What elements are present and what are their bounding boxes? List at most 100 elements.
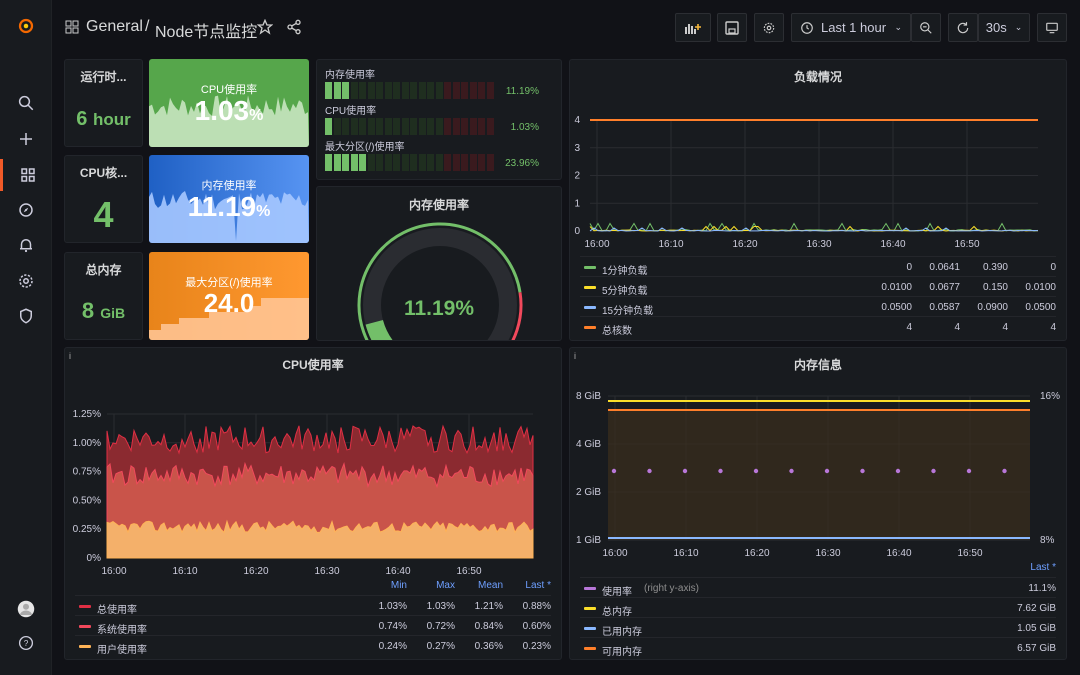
bar-gauge-cell [478,82,485,99]
chevron-down-icon: ⌄ [1014,22,1023,32]
bar-gauge-cell [401,118,409,135]
search-icon[interactable] [0,87,52,119]
y-axis-tick: 4 GiB [576,439,601,450]
x-axis-tick: 16:10 [658,239,683,250]
bar-gauge-cell [359,118,366,135]
legend-row[interactable]: 已用内存 1.05 GiB [580,617,1056,638]
legend-row[interactable]: 用户使用率 0.23% 0.36% 0.27% 0.24% [75,635,551,656]
save-button[interactable] [717,13,747,42]
bar-gauge-label: CPU使用率 [325,106,377,117]
legend-value: 0.74% [378,621,407,632]
gear-icon[interactable] [0,265,52,297]
cpu-timeseries-panel[interactable]: i CPU使用率 1.25% 1.00% 0.75% 0.50% 0.25% 0% 16:0… [64,347,562,660]
y-axis-tick: 8 GiB [576,391,601,402]
time-range-label: Last 1 hour [821,20,887,35]
legend-value: 0.88% [522,601,551,612]
explore-icon[interactable] [0,194,52,226]
gear-icon [763,22,775,33]
dashboard-title[interactable]: Node节点监控 [155,24,258,41]
legend-value: 1.21% [474,601,503,612]
legend-value: 0 [1050,262,1056,273]
bar-gauge-cell [325,154,332,171]
legend-value: 0.0100 [881,282,912,293]
bar-gauge-cell [435,82,443,99]
y-axis-tick: 0 [574,226,580,237]
usage-point [1002,468,1007,474]
legend-column-header[interactable]: Last * [1030,562,1056,573]
legend-row[interactable]: 15分钟负载 0.0500 0.0900 0.0587 0.0500 [580,296,1056,317]
grafana-logo[interactable] [0,10,52,42]
x-axis-tick: 16:50 [456,566,481,577]
legend-row[interactable]: 系统使用率 0.60% 0.84% 0.72% 0.74% [75,615,551,636]
total-memory-stat-panel[interactable]: 总内存 8 GiB [64,252,143,340]
cpu-usage-stat-panel[interactable]: CPU使用率 1.03% [149,59,309,147]
x-axis-tick: 16:10 [172,566,197,577]
legend-column-header[interactable]: Max [436,580,455,591]
legend-row[interactable]: 可用内存 6.57 GiB [580,637,1056,658]
legend-series-name: 1分钟负载 [602,266,648,277]
refresh-button[interactable] [948,13,978,42]
usage-point [895,468,901,474]
legend-value: 0.0587 [929,302,960,313]
legend-row[interactable]: 总内存 7.62 GiB [580,597,1056,618]
avatar[interactable] [0,593,52,625]
svg-text:?: ? [24,639,29,648]
tv-mode-button[interactable] [1037,13,1067,42]
breadcrumb-folder[interactable]: General [86,18,143,35]
bar-gauge-cell [376,82,383,99]
load-timeseries-panel[interactable]: 负载情况 4 3 2 1 0 16:00 16:10 16:20 16:30 16:40 16:50… [569,59,1067,341]
legend-row[interactable]: 1分钟负载 0 0.390 0.0641 0 [580,256,1056,277]
legend-row[interactable]: 总使用率 0.88% 1.21% 1.03% 1.03% [75,595,551,616]
share-icon[interactable] [286,19,302,35]
shield-icon[interactable] [0,300,52,332]
panel-title: CPU使用率 [282,358,344,372]
legend-value: 1.05 GiB [1017,623,1056,634]
dashboards-icon[interactable] [0,159,52,191]
bar-gauge-cell [452,82,460,99]
zoom-out-button[interactable] [911,13,941,42]
settings-button[interactable] [754,13,784,42]
uptime-stat-panel[interactable]: 运行时... 6 hour [64,59,143,147]
bar-gauge-panel[interactable]: 内存使用率 11.19% CPU使用率 1.03% 最大分区(/)使用率 23.96% [316,59,562,180]
help-icon[interactable]: ? [0,627,52,659]
bar-gauge-cell [350,82,358,99]
memory-gauge-panel[interactable]: 内存使用率 11.19% [316,186,562,341]
bar-gauge-cell [410,154,417,171]
legend-row[interactable]: 5分钟负载 0.0100 0.150 0.0677 0.0100 [580,276,1056,297]
legend-column-header[interactable]: Last * [525,580,551,591]
time-range-picker[interactable]: Last 1 hour ⌄ [791,13,911,42]
info-icon[interactable]: i [69,351,71,361]
legend-value: 6.57 GiB [1017,643,1056,654]
cpu-cores-stat-panel[interactable]: CPU核... 4 [64,155,143,243]
memory-timeseries-panel[interactable]: i 内存信息 8 GiB 4 GiB 2 GiB 1 GiB 16% 8% 16:00 16:… [569,347,1067,660]
y-axis-tick: 1 [574,198,580,209]
topbar: General / Node节点监控 Last 1 hour ⌄ 30s ⌄ [52,0,1080,56]
legend-row[interactable]: 总核数 4 4 4 4 [580,316,1056,337]
legend-row[interactable]: 使用率 (right y-axis) 11.1% [580,577,1056,598]
bar-gauge-cell [325,118,332,135]
bar-gauge-cell [367,154,375,171]
legend-swatch [584,607,596,610]
refresh-interval-picker[interactable]: 30s ⌄ [978,13,1030,42]
add-panel-button[interactable] [675,13,711,42]
memory-usage-value: 11.19% [187,191,271,222]
legend-value: 0.390 [982,262,1008,273]
legend-series-name: 可用内存 [602,647,642,658]
disk-usage-stat-panel[interactable]: 最大分区(/)使用率 24.0 [149,252,309,340]
bar-gauge-cell [486,82,494,99]
bar-gauge-value: 23.96% [505,158,539,169]
alert-bell-icon[interactable] [0,229,52,261]
memory-usage-stat-panel[interactable]: 内存使用率 11.19% [149,155,309,243]
x-axis-tick: 16:40 [886,548,911,559]
save-icon [725,20,739,35]
plus-icon[interactable] [0,123,52,155]
star-icon[interactable] [257,19,273,35]
usage-point [647,468,652,474]
legend-column-header[interactable]: Mean [477,580,503,591]
info-icon[interactable]: i [574,351,576,361]
panel-title: 负载情况 [793,70,842,84]
cpu-usage-value: 1.03% [194,95,264,126]
legend-column-header[interactable]: Min [390,580,407,591]
legend-value: 0.150 [982,282,1008,293]
bar-gauge-cell [444,82,451,99]
